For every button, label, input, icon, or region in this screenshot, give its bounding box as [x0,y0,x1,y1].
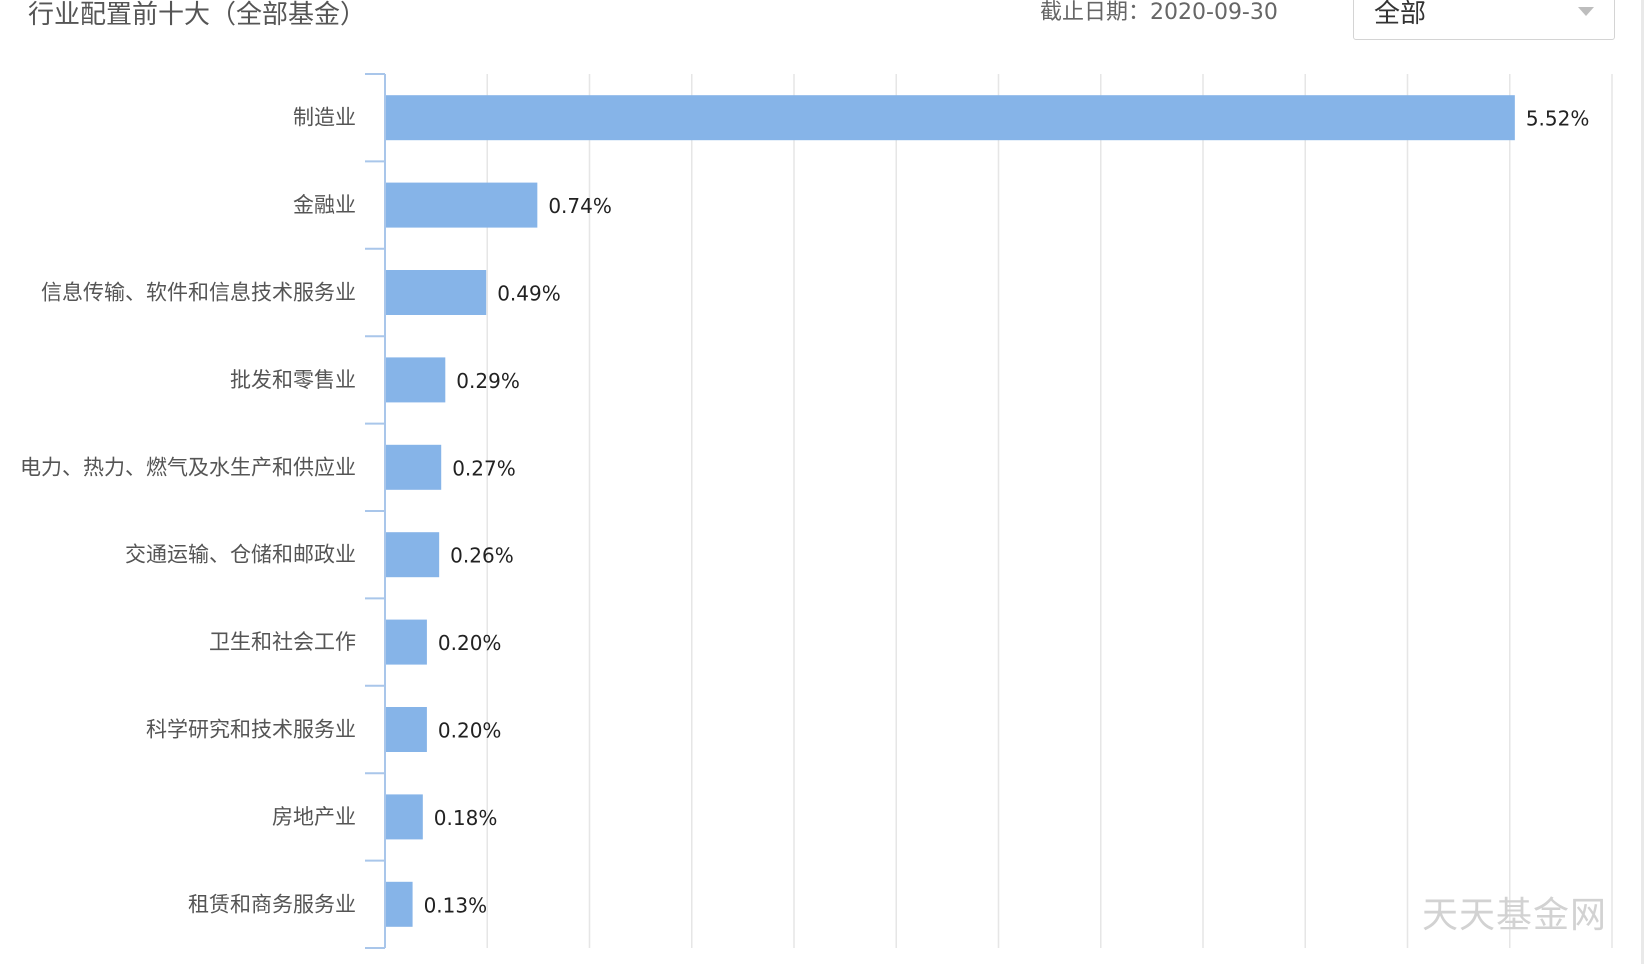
bar[interactable] [386,270,487,315]
data-label: 0.13% [424,893,488,917]
watermark-logo: 天天基金网 [1422,895,1608,936]
bar[interactable] [386,95,1515,141]
grid-lines [486,74,1613,948]
data-label: 0.26% [450,544,514,568]
category-label: 租赁和商务服务业 [188,892,356,916]
category-label: 批发和零售业 [230,368,356,392]
bars [386,95,1515,927]
data-label: 0.18% [434,806,498,830]
data-label: 0.29% [456,369,520,393]
fund-type-select-value: 全部 [1374,0,1427,29]
category-label: 交通运输、仓储和邮政业 [125,543,356,567]
bar[interactable] [386,619,427,665]
data-label: 0.27% [452,456,516,480]
category-label: 房地产业 [272,805,356,829]
y-axis [365,73,386,949]
category-label: 信息传输、软件和信息技术服务业 [41,281,356,305]
date-value: 2020-09-30 [1150,0,1278,25]
date-label: 截止日期： [1040,0,1151,25]
data-label: 0.20% [438,631,502,655]
bar[interactable] [386,182,538,228]
data-label: 0.49% [497,282,561,306]
category-label: 金融业 [293,193,356,217]
report-date: 截止日期：2020-09-30 [1040,0,1278,26]
category-label: 制造业 [293,106,356,130]
bar[interactable] [386,881,413,927]
data-label: 0.20% [438,719,502,743]
chevron-down-icon [1578,7,1594,16]
bar[interactable] [386,532,440,578]
bar[interactable] [386,444,442,490]
fund-type-select[interactable]: 全部 [1353,0,1615,40]
scrollbar-track [1641,0,1644,964]
data-label: 5.52% [1526,107,1590,131]
category-label: 卫生和社会工作 [209,630,356,654]
category-label: 科学研究和技术服务业 [146,718,356,742]
data-label: 0.74% [548,194,612,218]
bar[interactable] [386,357,446,403]
category-label: 电力、热力、燃气及水生产和供应业 [20,455,356,479]
bar[interactable] [386,794,423,840]
labels: 制造业 5.52% 金融业 0.74% 信息传输、软件和信息技术服务业 0.49% 批发和零… [20,106,1589,918]
bar[interactable] [386,707,427,752]
chart-title: 行业配置前十大（全部基金） [28,0,367,30]
